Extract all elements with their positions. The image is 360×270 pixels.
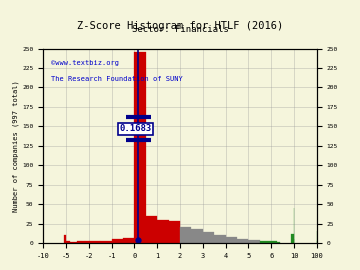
Bar [237,239,248,243]
Bar [85,241,89,243]
Bar [146,216,157,243]
Bar [100,241,112,243]
Bar [73,242,77,243]
Bar [226,237,237,243]
Bar [248,240,260,243]
Bar [81,241,85,243]
Text: The Research Foundation of SUNY: The Research Foundation of SUNY [51,76,183,82]
Bar [214,235,226,243]
Text: ©www.textbiz.org: ©www.textbiz.org [51,60,120,66]
Bar [274,241,277,243]
Text: Sector: Financials: Sector: Financials [132,25,228,34]
Bar [123,238,134,243]
Bar [203,232,214,243]
Text: 0.1683: 0.1683 [120,124,152,133]
Bar [77,241,81,243]
Bar [64,235,66,243]
Bar [66,241,70,243]
Bar [134,52,146,243]
Bar [192,229,203,243]
Bar [70,242,73,243]
Bar [89,241,100,243]
Bar [157,220,168,243]
Bar [180,227,192,243]
Bar [277,242,280,243]
Bar [168,221,180,243]
Bar [291,234,294,243]
Y-axis label: Number of companies (997 total): Number of companies (997 total) [13,80,19,212]
Bar [271,241,274,243]
Bar [112,239,123,243]
Title: Z-Score Histogram for HTLF (2016): Z-Score Histogram for HTLF (2016) [77,21,283,31]
Bar [260,241,271,243]
